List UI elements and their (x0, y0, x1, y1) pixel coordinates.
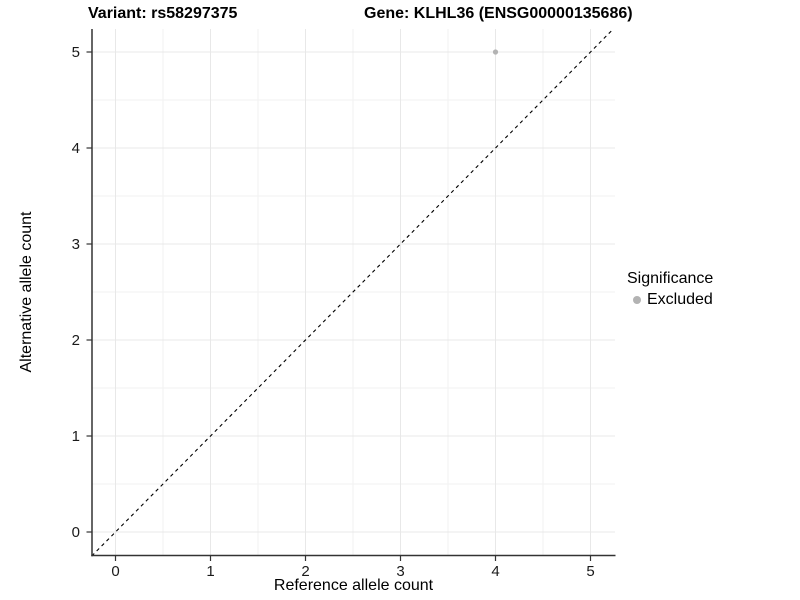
chart-title-gene: Gene: KLHL36 (ENSG00000135686) (364, 5, 633, 22)
legend-item-label: Excluded (647, 291, 713, 308)
identity-line (91, 28, 614, 557)
x-tick-label: 4 (491, 563, 499, 580)
x-tick-label: 3 (396, 563, 404, 580)
legend: Significance Excluded (627, 270, 713, 309)
y-tick-label: 1 (72, 428, 80, 445)
legend-item-excluded: Excluded (633, 291, 713, 309)
x-tick-label: 0 (111, 563, 119, 580)
y-tick-label: 5 (72, 44, 80, 61)
y-tick-label: 0 (72, 524, 80, 541)
data-point (492, 49, 499, 55)
y-tick-label: 4 (72, 140, 80, 157)
legend-title: Significance (627, 270, 714, 287)
legend-point-swatch-icon (633, 296, 641, 304)
x-tick-label: 2 (301, 563, 309, 580)
y-tick-label: 3 (72, 236, 80, 253)
x-axis-title: Reference allele count (273, 577, 434, 594)
x-tick-label: 1 (206, 563, 214, 580)
x-tick-label: 5 (586, 563, 594, 580)
y-tick-label: 2 (72, 332, 80, 349)
chart-title-variant: Variant: rs58297375 (88, 5, 238, 22)
